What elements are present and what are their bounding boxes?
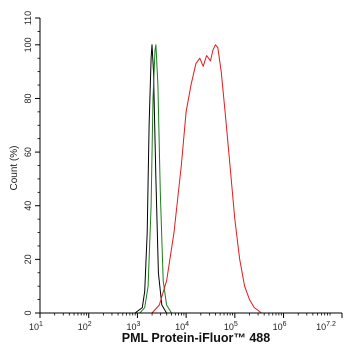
x-tick-label: 103 [126, 321, 140, 332]
x-ticks: 101 102 103 104 105 106 107.2 [29, 313, 343, 332]
y-tick-label: 80 [23, 93, 33, 103]
x-tick-label: 107.2 [316, 321, 336, 332]
y-ticks: 0 20 40 60 80 100 110 [23, 11, 40, 316]
x-tick-label: 105 [224, 321, 238, 332]
x-axis-title: PML Protein-iFluor™ 488 [122, 331, 270, 345]
y-axis-title: Count (%) [9, 145, 20, 190]
x-tick-label: 104 [175, 321, 189, 332]
plot-area [40, 18, 342, 313]
series-line-2 [139, 44, 172, 314]
y-tick-label: 40 [23, 201, 33, 211]
series-line-3 [151, 44, 262, 314]
y-tick-label: 0 [23, 310, 33, 315]
x-tick-label: 102 [78, 321, 92, 332]
x-tick-label: 106 [273, 321, 287, 332]
y-tick-label: 110 [23, 11, 33, 25]
series-line-1 [134, 44, 168, 314]
y-tick-label: 60 [23, 147, 33, 157]
curves [134, 44, 262, 314]
y-tick-label: 100 [23, 37, 33, 52]
y-tick-label: 20 [23, 254, 33, 264]
x-tick-label: 101 [29, 321, 43, 332]
